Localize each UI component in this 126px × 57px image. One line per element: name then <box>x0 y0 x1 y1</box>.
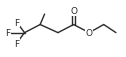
Text: F: F <box>5 29 10 38</box>
Text: F: F <box>14 39 19 48</box>
Text: O: O <box>86 29 93 38</box>
Text: O: O <box>70 7 77 16</box>
Text: F: F <box>14 18 19 27</box>
